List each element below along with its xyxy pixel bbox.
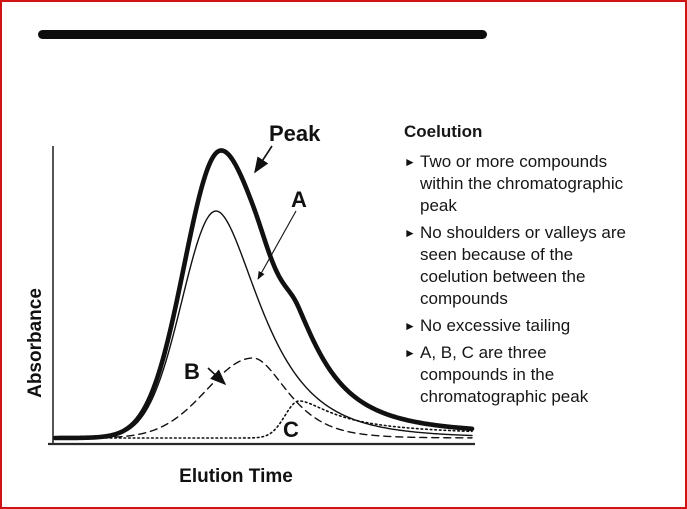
bullet-arrow-icon: ►	[404, 319, 416, 333]
bullet-arrow-icon: ►	[404, 226, 416, 240]
series-curve-peak	[52, 148, 475, 441]
bullet-item: ► A, B, C are three compounds in the chr…	[404, 342, 684, 408]
bullet-text: No excessive tailing	[420, 316, 571, 335]
chromatogram-plot: Peak A B C Absorbance Elution Time	[25, 121, 475, 487]
bullet-item: ► No excessive tailing	[404, 315, 684, 337]
chromatogram-figure: Peak A B C Absorbance Elution Time	[2, 110, 482, 500]
panel-title: Coelution	[404, 122, 483, 141]
series-layer	[52, 148, 475, 441]
series-curve-c	[54, 400, 473, 439]
coelution-notes-panel: Coelution ► Two or more compounds within…	[404, 122, 684, 413]
peak-curve-label: Peak	[269, 121, 321, 146]
compound-b-label: B	[184, 359, 200, 384]
bullet-arrow-icon: ►	[404, 346, 416, 360]
bullet-arrow-icon: ►	[404, 155, 416, 169]
bullet-item: ► Two or more compounds within the chrom…	[404, 151, 684, 217]
y-axis-label: Absorbance	[25, 288, 46, 398]
compound-c-label: C	[283, 417, 299, 442]
compound-a-arrow	[257, 210, 297, 280]
bullet-text: No shoulders or valleys are seen because…	[420, 223, 626, 308]
bullet-text: A, B, C are three compounds in the chrom…	[420, 343, 589, 406]
series-curve-b	[54, 357, 473, 439]
bullet-list: ► Two or more compounds within the chrom…	[404, 151, 684, 408]
compound-a-label: A	[291, 187, 307, 212]
compound-b-arrow	[207, 367, 227, 386]
x-axis-label: Elution Time	[179, 466, 293, 487]
bullet-text: Two or more compounds within the chromat…	[420, 152, 624, 215]
peak-arrow	[254, 145, 273, 174]
title-underline-bar	[38, 30, 487, 39]
bullet-item: ► No shoulders or valleys are seen becau…	[404, 222, 684, 310]
